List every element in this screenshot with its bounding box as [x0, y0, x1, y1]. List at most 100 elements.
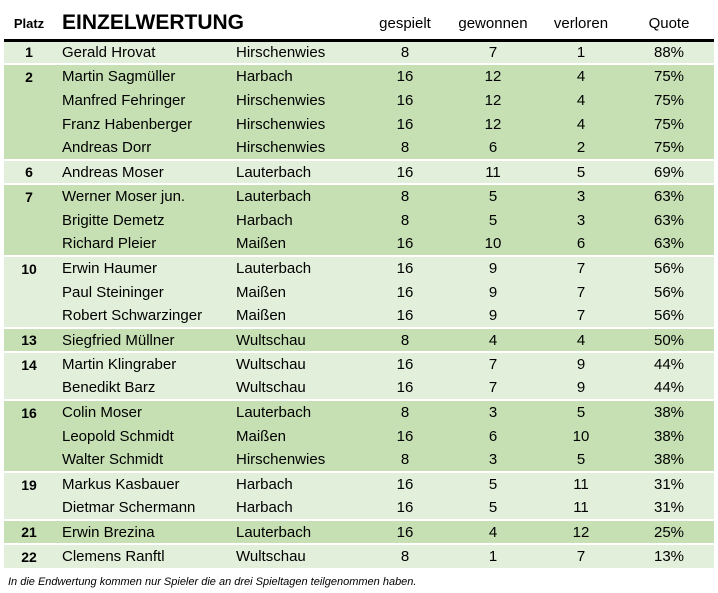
won-cell: 6 — [488, 139, 498, 156]
club-cell: Lauterbach — [232, 159, 362, 184]
quote-cell: 44% — [624, 351, 714, 376]
played-cell: 16 — [362, 159, 448, 184]
played-cell: 8 — [400, 451, 410, 468]
lost-cell: 5 — [576, 451, 586, 468]
lost-cell: 4 — [576, 91, 586, 109]
club-cell: Maißen — [236, 307, 287, 324]
lost-cell: 12 — [538, 519, 624, 544]
table-row: Franz Habenberger Hirschenwies 16 12 4 75% — [4, 112, 714, 136]
quote-cell: 25% — [624, 519, 714, 544]
club-cell: Harbach — [232, 63, 362, 88]
player-name-cell: Manfred Fehringer — [62, 91, 186, 109]
played-cell: 16 — [396, 379, 414, 396]
lost-cell: 3 — [576, 211, 586, 229]
played-cell: 8 — [362, 183, 448, 208]
quote-cell: 69% — [624, 159, 714, 184]
won-cell: 12 — [448, 63, 538, 88]
played-cell: 16 — [396, 283, 414, 301]
quote-cell: 63% — [624, 183, 714, 208]
rank-cell — [4, 280, 54, 304]
table-row: Richard Pleier Maißen 16 10 6 63% — [4, 232, 714, 256]
club-cell: Harbach — [232, 471, 362, 496]
rank-cell: 16 — [4, 399, 54, 424]
table-row: 10 Erwin Haumer Lauterbach 16 9 7 56% — [4, 255, 714, 280]
standings-table: Platz EINZELWERTUNG gespielt gewonnen ve… — [4, 8, 714, 568]
won-cell: 7 — [448, 351, 538, 376]
rank-cell — [4, 112, 54, 136]
table-title: EINZELWERTUNG — [62, 11, 244, 35]
played-cell: 16 — [396, 427, 414, 445]
quote-column-header: Quote — [648, 14, 690, 32]
quote-cell: 75% — [653, 115, 685, 133]
lost-cell: 4 — [576, 115, 586, 133]
quote-cell: 56% — [653, 307, 685, 324]
club-cell: Lauterbach — [232, 399, 362, 424]
table-row: 13 Siegfried Müllner Wultschau 8 4 4 50% — [4, 327, 714, 352]
player-name-cell: Andreas Dorr — [62, 139, 152, 156]
quote-cell: 44% — [653, 379, 685, 396]
quote-cell: 31% — [624, 471, 714, 496]
header-row: Platz EINZELWERTUNG gespielt gewonnen ve… — [4, 8, 714, 40]
player-name-cell: Colin Moser — [54, 399, 232, 424]
club-cell: Lauterbach — [232, 255, 362, 280]
table-row: Walter Schmidt Hirschenwies 8 3 5 38% — [4, 448, 714, 472]
rank-cell — [4, 304, 54, 328]
quote-cell: 75% — [624, 63, 714, 88]
player-name-cell: Paul Steininger — [62, 283, 164, 301]
quote-cell: 38% — [653, 451, 685, 468]
won-cell: 5 — [488, 499, 498, 516]
won-cell: 11 — [448, 159, 538, 184]
quote-cell: 38% — [653, 427, 685, 445]
club-cell: Hirschenwies — [236, 43, 326, 61]
played-cell: 8 — [362, 543, 448, 568]
club-cell: Lauterbach — [232, 519, 362, 544]
won-cell: 10 — [484, 235, 502, 252]
won-cell: 3 — [488, 451, 498, 468]
club-cell: Wultschau — [232, 351, 362, 376]
played-cell: 8 — [362, 327, 448, 352]
quote-cell: 56% — [624, 255, 714, 280]
table-row: 22 Clemens Ranftl Wultschau 8 1 7 13% — [4, 543, 714, 568]
club-cell: Wultschau — [232, 327, 362, 352]
lost-cell: 6 — [576, 235, 586, 252]
club-cell: Wultschau — [236, 379, 306, 396]
won-cell: 4 — [448, 519, 538, 544]
club-cell: Harbach — [236, 499, 293, 516]
lost-cell: 2 — [576, 139, 586, 156]
played-cell: 8 — [400, 139, 410, 156]
lost-cell: 11 — [573, 499, 589, 516]
club-cell: Hirschenwies — [236, 91, 326, 109]
club-cell: Maißen — [236, 235, 287, 252]
player-name-cell: Erwin Haumer — [54, 255, 232, 280]
rank-cell: 1 — [25, 44, 33, 61]
table-row: Dietmar Schermann Harbach 16 5 11 31% — [4, 496, 714, 520]
won-cell: 4 — [448, 327, 538, 352]
played-cell: 16 — [396, 235, 414, 252]
lost-cell: 11 — [538, 471, 624, 496]
rank-cell: 10 — [4, 255, 54, 280]
table-row: Paul Steininger Maißen 16 9 7 56% — [4, 280, 714, 304]
rank-cell: 21 — [4, 519, 54, 544]
lost-cell: 10 — [572, 427, 590, 445]
table-row: 7 Werner Moser jun. Lauterbach 8 5 3 63% — [4, 183, 714, 208]
player-name-cell: Walter Schmidt — [62, 451, 164, 468]
won-cell: 5 — [448, 183, 538, 208]
rank-cell: 14 — [4, 351, 54, 376]
lost-cell: 4 — [538, 327, 624, 352]
quote-cell: 56% — [653, 283, 685, 301]
won-cell: 5 — [448, 471, 538, 496]
player-name-cell: Gerald Hrovat — [62, 43, 156, 61]
club-cell: Hirschenwies — [236, 115, 326, 133]
player-name-cell: Richard Pleier — [62, 235, 157, 252]
rank-cell — [4, 136, 54, 160]
club-cell: Lauterbach — [232, 183, 362, 208]
table-row: 2 Martin Sagmüller Harbach 16 12 4 75% — [4, 63, 714, 88]
lost-cell: 1 — [576, 43, 586, 61]
table-row: 21 Erwin Brezina Lauterbach 16 4 12 25% — [4, 519, 714, 544]
table-row: 14 Martin Klingraber Wultschau 16 7 9 44% — [4, 351, 714, 376]
played-cell: 8 — [400, 43, 410, 61]
lost-column-header: verloren — [553, 14, 609, 32]
lost-cell: 7 — [576, 283, 586, 301]
played-cell: 16 — [362, 255, 448, 280]
player-name-cell: Clemens Ranftl — [54, 543, 232, 568]
